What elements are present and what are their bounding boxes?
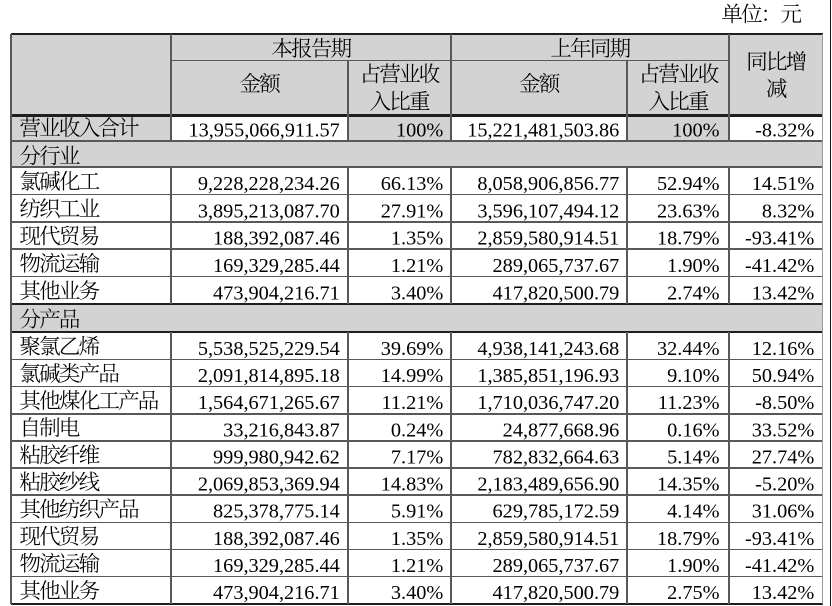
svg-text:169,329,285.44: 169,329,285.44 [213,255,340,277]
svg-text:27.91%: 27.91% [381,200,444,222]
svg-text:473,904,216.71: 473,904,216.71 [213,582,340,604]
svg-text:-5.20%: -5.20% [755,474,814,496]
svg-text:-41.42%: -41.42% [745,555,814,577]
svg-text:473,904,216.71: 473,904,216.71 [213,282,340,304]
svg-text:289,065,737.67: 289,065,737.67 [493,555,620,577]
svg-text:15,221,481,503.86: 15,221,481,503.86 [467,119,619,141]
svg-text:-93.41%: -93.41% [745,528,814,550]
svg-text:417,820,500.79: 417,820,500.79 [493,582,620,604]
svg-text:-93.41%: -93.41% [745,228,814,250]
svg-text:2,183,489,656.90: 2,183,489,656.90 [477,474,619,496]
svg-text:5,538,525,229.54: 5,538,525,229.54 [198,338,340,360]
svg-text:782,832,664.63: 782,832,664.63 [493,447,620,469]
svg-text:32.44%: 32.44% [657,338,720,360]
svg-text:2,859,580,914.51: 2,859,580,914.51 [477,228,619,250]
svg-text:13.42%: 13.42% [752,282,815,304]
svg-text:50.94%: 50.94% [752,365,815,387]
svg-text:1.35%: 1.35% [391,528,443,550]
svg-text:33.52%: 33.52% [752,419,815,441]
svg-text:169,329,285.44: 169,329,285.44 [213,555,340,577]
svg-text:18.79%: 18.79% [657,228,720,250]
svg-text:1.90%: 1.90% [667,255,719,277]
svg-text:14.99%: 14.99% [381,365,444,387]
svg-text:14.51%: 14.51% [752,173,815,195]
svg-text:24,877,668.96: 24,877,668.96 [503,419,620,441]
svg-text:100%: 100% [672,119,719,141]
svg-text:100%: 100% [396,119,443,141]
svg-text:3.40%: 3.40% [391,582,443,604]
svg-text:9.10%: 9.10% [667,365,719,387]
svg-text:13,955,066,911.57: 13,955,066,911.57 [188,119,339,141]
svg-text:11.21%: 11.21% [382,392,444,414]
svg-text:8,058,906,856.77: 8,058,906,856.77 [477,173,619,195]
svg-text:5.91%: 5.91% [391,501,443,523]
svg-text:2,091,814,895.18: 2,091,814,895.18 [198,365,340,387]
svg-text:3,596,107,494.12: 3,596,107,494.12 [477,200,619,222]
svg-text:3.40%: 3.40% [391,282,443,304]
svg-text:0.24%: 0.24% [391,419,443,441]
svg-text:66.13%: 66.13% [381,173,444,195]
svg-text:3,895,213,087.70: 3,895,213,087.70 [198,200,340,222]
svg-text:1,385,851,196.93: 1,385,851,196.93 [477,365,619,387]
svg-text:13.42%: 13.42% [752,582,815,604]
svg-text:-8.32%: -8.32% [755,119,814,141]
svg-text:629,785,172.59: 629,785,172.59 [493,501,620,523]
svg-text:-41.42%: -41.42% [745,255,814,277]
svg-text:33,216,843.87: 33,216,843.87 [223,419,340,441]
svg-text:188,392,087.46: 188,392,087.46 [213,528,340,550]
svg-text:417,820,500.79: 417,820,500.79 [493,282,620,304]
svg-text:1,710,036,747.20: 1,710,036,747.20 [477,392,619,414]
svg-text:999,980,942.62: 999,980,942.62 [213,447,340,469]
svg-text:188,392,087.46: 188,392,087.46 [213,228,340,250]
svg-text:9,228,228,234.26: 9,228,228,234.26 [198,173,340,195]
svg-text:39.69%: 39.69% [381,338,444,360]
svg-text:1.21%: 1.21% [391,255,443,277]
svg-text:2,859,580,914.51: 2,859,580,914.51 [477,528,619,550]
svg-text:2.75%: 2.75% [667,582,719,604]
svg-text:12.16%: 12.16% [752,338,815,360]
svg-text:2.74%: 2.74% [667,282,719,304]
svg-text:23.63%: 23.63% [657,200,720,222]
svg-text:4.14%: 4.14% [667,501,719,523]
svg-text:7.17%: 7.17% [391,447,443,469]
svg-text:14.35%: 14.35% [657,474,720,496]
svg-text:0.16%: 0.16% [667,419,719,441]
svg-text:5.14%: 5.14% [667,447,719,469]
svg-text:1.35%: 1.35% [391,228,443,250]
svg-text:825,378,775.14: 825,378,775.14 [213,501,340,523]
svg-text:1.90%: 1.90% [667,555,719,577]
svg-text:31.06%: 31.06% [752,501,815,523]
svg-text:27.74%: 27.74% [752,447,815,469]
svg-text:1,564,671,265.67: 1,564,671,265.67 [198,392,340,414]
svg-text:52.94%: 52.94% [657,173,720,195]
svg-text:1.21%: 1.21% [391,555,443,577]
svg-text:4,938,141,243.68: 4,938,141,243.68 [477,338,619,360]
svg-text:289,065,737.67: 289,065,737.67 [493,255,620,277]
svg-text:-8.50%: -8.50% [755,392,814,414]
svg-text:2,069,853,369.94: 2,069,853,369.94 [198,474,340,496]
svg-text:14.83%: 14.83% [381,474,444,496]
svg-text:8.32%: 8.32% [762,200,814,222]
svg-text:18.79%: 18.79% [657,528,720,550]
svg-text:11.23%: 11.23% [658,392,720,414]
